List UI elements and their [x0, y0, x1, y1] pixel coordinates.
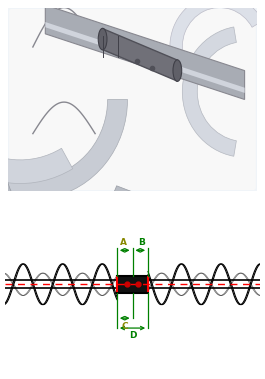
Bar	[117, 276, 148, 293]
Wedge shape	[0, 100, 127, 199]
FancyBboxPatch shape	[4, 4, 261, 195]
Wedge shape	[0, 165, 133, 244]
Wedge shape	[182, 27, 236, 156]
Wedge shape	[170, 0, 263, 65]
Polygon shape	[45, 22, 245, 93]
Text: C: C	[121, 321, 128, 330]
Polygon shape	[45, 5, 245, 100]
Text: B: B	[138, 238, 145, 247]
Ellipse shape	[98, 28, 107, 50]
Polygon shape	[103, 28, 177, 81]
Text: D: D	[129, 332, 136, 340]
Ellipse shape	[173, 60, 182, 81]
Text: A: A	[120, 238, 127, 247]
Wedge shape	[0, 36, 73, 183]
FancyBboxPatch shape	[9, 9, 256, 190]
